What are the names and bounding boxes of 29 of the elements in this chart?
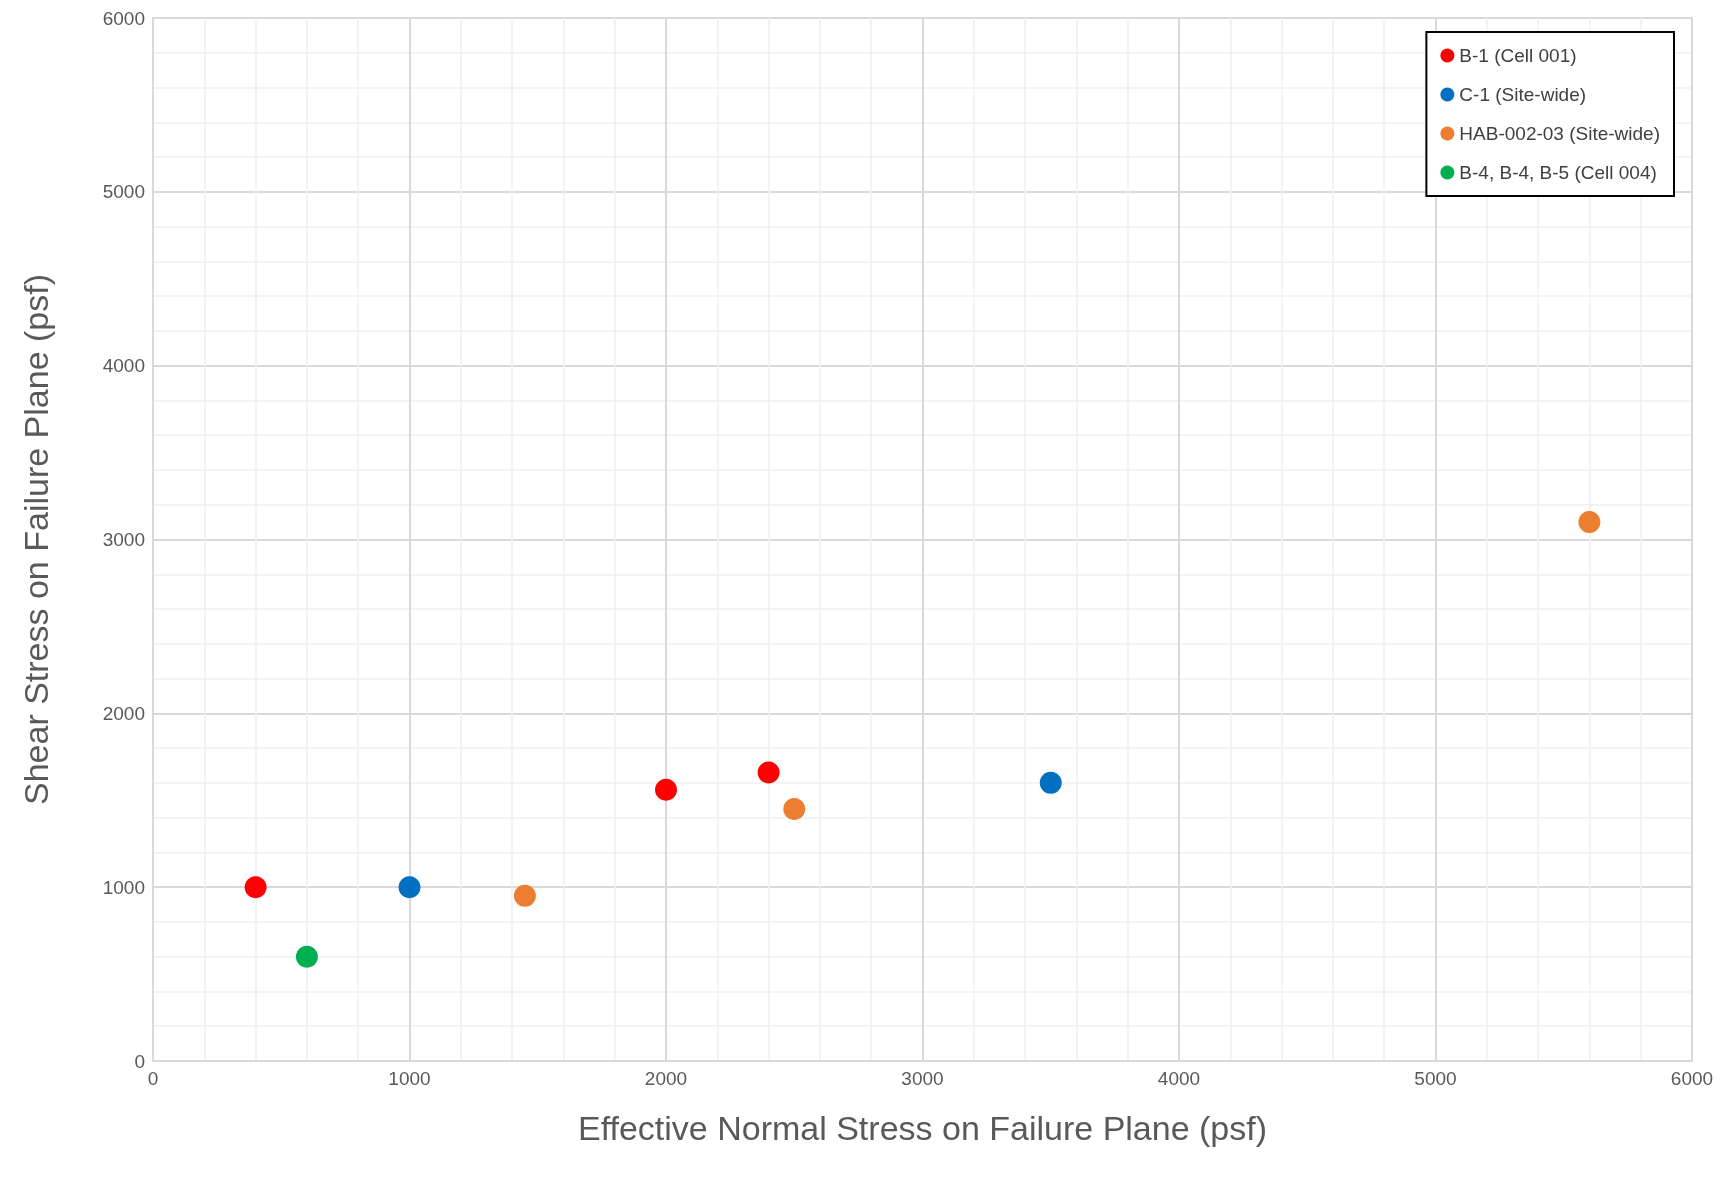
x-tick-label: 6000 — [1670, 1068, 1714, 1089]
legend-label: B-4, B-4, B-5 (Cell 004) — [1459, 162, 1657, 183]
y-tick-label: 2000 — [102, 702, 145, 724]
point — [655, 778, 677, 801]
legend-label: C-1 (Site-wide) — [1459, 84, 1587, 105]
x-tick-label: 1000 — [388, 1068, 431, 1089]
point — [1578, 511, 1601, 534]
x-tick-label: 2000 — [644, 1068, 688, 1089]
y-axis-title: Shear Stress on Failure Plane (psf) — [17, 273, 55, 806]
point — [783, 797, 806, 820]
legend-label: B-1 (Cell 001) — [1459, 45, 1577, 66]
x-tick-label: 4000 — [1157, 1068, 1201, 1089]
point — [295, 945, 318, 968]
y-tick-label: 1000 — [102, 876, 145, 898]
x-tick-label: 5000 — [1414, 1068, 1457, 1089]
point — [398, 876, 421, 899]
point — [1039, 771, 1062, 794]
y-tick-label: 0 — [134, 1050, 145, 1072]
x-tick-label: 0 — [147, 1068, 159, 1089]
y-tick-label: 5000 — [102, 181, 145, 203]
point — [757, 761, 780, 784]
point — [513, 884, 536, 907]
y-tick-label: 4000 — [102, 355, 145, 377]
legend-label: HAB-002-03 (Site-wide) — [1459, 123, 1661, 144]
x-tick-label: 3000 — [901, 1068, 944, 1089]
y-tick-label: 3000 — [102, 529, 145, 550]
y-tick-label: 6000 — [102, 7, 145, 29]
x-axis-title: Effective Normal Stress on Failure Plane (psf) — [577, 1109, 1268, 1147]
point — [244, 876, 267, 899]
